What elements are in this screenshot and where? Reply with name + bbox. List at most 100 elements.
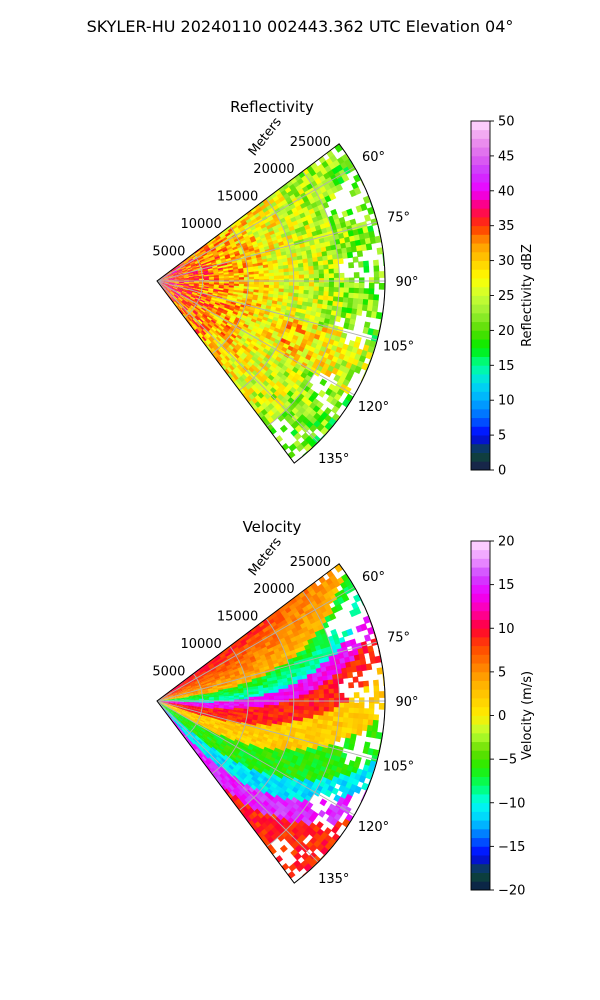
colorbar-swatch xyxy=(471,260,490,270)
colorbar-swatch xyxy=(471,295,490,305)
colorbar-swatch xyxy=(471,610,490,620)
colorbar-swatch xyxy=(471,602,490,612)
colorbar-swatch xyxy=(471,863,490,873)
colorbar-swatch xyxy=(471,173,490,183)
azimuth-tick-label: 75° xyxy=(387,630,410,645)
radial-tick-label: 15000 xyxy=(217,190,258,205)
colorbar-swatch xyxy=(471,347,490,357)
colorbar-swatch xyxy=(471,724,490,734)
azimuth-tick-label: 135° xyxy=(318,452,349,467)
colorbar: −20 −15 −10 −5 0 5 10 15 20 Velocity (m/s) xyxy=(470,535,535,899)
colorbar-swatch xyxy=(471,619,490,629)
azimuth-tick-label: 60° xyxy=(362,570,385,585)
colorbar-label: Reflectivity dBZ xyxy=(520,244,535,347)
colorbar-swatch xyxy=(471,549,490,559)
panel-title: Reflectivity xyxy=(230,98,314,116)
colorbar-swatch xyxy=(471,654,490,664)
radial-tick-label: 10000 xyxy=(180,637,221,652)
radial-tick-label: 20000 xyxy=(253,162,294,177)
colorbar-swatch xyxy=(471,828,490,839)
radial-tick-label: 5000 xyxy=(152,665,185,680)
colorbar-swatch xyxy=(471,121,490,131)
azimuth-tick-label: 105° xyxy=(383,760,414,775)
colorbar-swatch xyxy=(471,567,490,577)
azimuth-tick-label: 120° xyxy=(358,400,389,415)
colorbar-swatch xyxy=(471,558,490,568)
range-ring xyxy=(184,673,204,738)
azimuth-tick-label: 75° xyxy=(387,210,410,225)
colorbar-tick-label: 35 xyxy=(498,219,515,234)
colorbar-tick-label: −5 xyxy=(498,753,517,768)
colorbar-swatch xyxy=(471,584,490,594)
range-ring xyxy=(184,253,204,318)
colorbar-swatch xyxy=(471,208,490,218)
panel-title: Velocity xyxy=(243,518,302,536)
colorbar-swatch xyxy=(471,129,490,139)
colorbar-swatch xyxy=(471,741,490,751)
colorbar-tick-label: 50 xyxy=(498,115,515,130)
colorbar-swatch xyxy=(471,846,490,856)
colorbar-tick-label: 10 xyxy=(498,394,515,409)
azimuth-spoke xyxy=(156,166,355,282)
radar-field xyxy=(158,144,385,460)
azimuth-spoke xyxy=(156,641,378,702)
range-ring xyxy=(266,590,340,848)
colorbar-swatch xyxy=(471,182,490,192)
colorbar-swatch xyxy=(471,278,490,288)
colorbar-swatch xyxy=(471,199,490,209)
colorbar-swatch xyxy=(471,321,490,331)
azimuth-spoke xyxy=(156,221,378,282)
colorbar-swatch xyxy=(471,785,490,795)
colorbar-tick-label: 20 xyxy=(498,324,515,339)
reflectivity-panel: Reflectivity 5000 10000 15000 20000 25000 Mete… xyxy=(152,98,535,479)
colorbar-swatch xyxy=(471,802,490,812)
colorbar-swatch xyxy=(471,365,490,375)
colorbar-swatch xyxy=(471,645,490,655)
colorbar-tick-label: −15 xyxy=(498,840,525,855)
range-ring xyxy=(211,645,249,775)
colorbar-swatch xyxy=(471,391,490,401)
colorbar-swatch xyxy=(471,269,490,279)
colorbar-swatch xyxy=(471,452,490,462)
azimuth-spoke xyxy=(156,280,378,341)
colorbar-tick-label: 15 xyxy=(498,359,515,374)
colorbar-swatch xyxy=(471,689,490,699)
colorbar-swatch xyxy=(471,147,490,157)
sector-frame xyxy=(156,563,386,884)
sector-frame xyxy=(156,143,386,464)
azimuth-tick-label: 120° xyxy=(358,820,389,835)
colorbar-swatch xyxy=(471,872,490,882)
colorbar-swatch xyxy=(471,759,490,769)
colorbar-tick-label: 0 xyxy=(498,464,506,479)
colorbar-swatch xyxy=(471,408,490,419)
colorbar-swatch xyxy=(471,443,490,453)
colorbar-swatch xyxy=(471,190,490,200)
colorbar-swatch xyxy=(471,794,490,804)
colorbar-swatch xyxy=(471,138,490,148)
colorbar-swatch xyxy=(471,671,490,681)
colorbar-swatch xyxy=(471,820,490,830)
colorbar-swatch xyxy=(471,837,490,847)
radial-axis-label: Meters xyxy=(246,535,285,579)
colorbar-swatch xyxy=(471,426,490,436)
colorbar-swatch xyxy=(471,776,490,786)
colorbar-tick-label: 10 xyxy=(498,622,515,637)
azimuth-spoke xyxy=(156,700,378,761)
colorbar-swatch xyxy=(471,417,490,427)
colorbar-swatch xyxy=(471,382,490,392)
colorbar-swatch xyxy=(471,706,490,716)
radial-tick-label: 5000 xyxy=(152,245,185,260)
radial-tick-label: 10000 xyxy=(180,217,221,232)
colorbar-swatch xyxy=(471,312,490,323)
colorbar-swatch xyxy=(471,234,490,244)
azimuth-spoke xyxy=(156,586,355,702)
colorbar-swatch xyxy=(471,330,490,340)
colorbar-tick-label: 25 xyxy=(498,289,515,304)
azimuth-spoke xyxy=(156,280,355,396)
colorbar-swatch xyxy=(471,286,490,296)
azimuth-tick-label: 135° xyxy=(318,872,349,887)
range-ring xyxy=(266,170,340,428)
colorbar-swatch xyxy=(471,663,490,673)
colorbar-label: Velocity (m/s) xyxy=(520,671,535,760)
